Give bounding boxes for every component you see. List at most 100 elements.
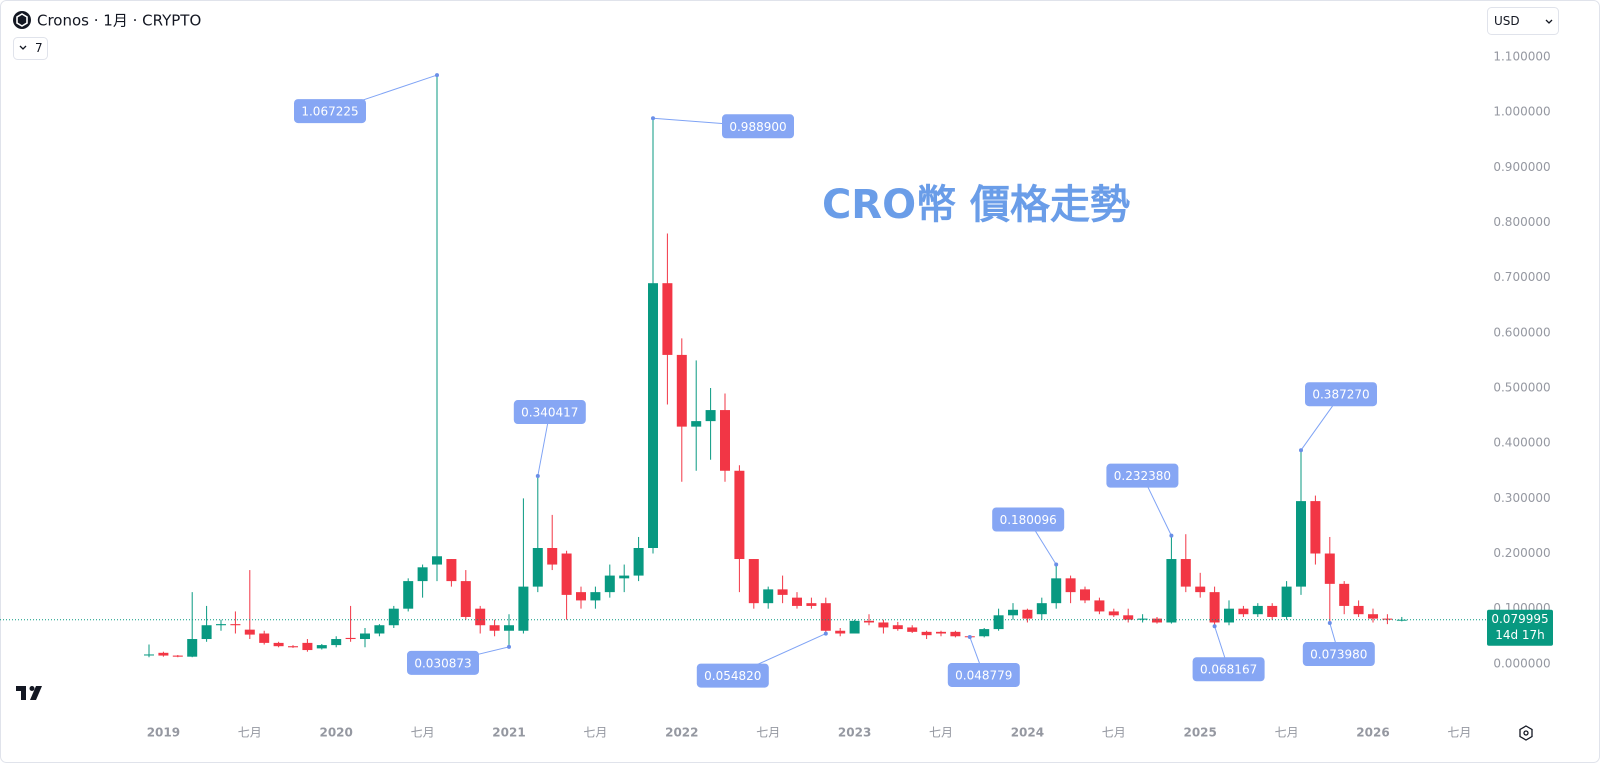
candle-body [244,629,255,635]
y-tick-label: 0.800000 [1493,215,1550,229]
x-tick-label: 七月 [1447,726,1471,740]
candle-body [489,625,500,631]
candle-body [1238,608,1249,615]
candle-body [201,625,212,640]
candle-body [1022,609,1033,619]
candle-body [1180,559,1191,587]
candle-body [806,603,817,606]
candle-body [705,410,716,422]
candle-body [1209,592,1220,623]
countdown-label: 14d 17h [1495,628,1545,642]
indicator-count: 7 [35,41,43,55]
x-tick-label: 七月 [238,726,262,740]
candle-body [316,645,327,649]
candle-body [763,589,774,604]
annotation-box [294,99,366,124]
candle-body [504,625,514,631]
chart-heading: CRO幣 價格走勢 [822,182,1130,228]
indicator-toggle[interactable] [13,37,48,60]
candle-body [547,547,558,565]
candle-body [734,470,745,560]
x-tick-label: 2025 [1183,726,1216,740]
candle-body [1137,618,1148,620]
candle-body [979,629,990,637]
candle-body [993,615,1004,630]
annotation-box [1192,657,1265,682]
candle-body [360,633,370,640]
annotation-box [1106,463,1179,488]
candle-body [590,592,601,601]
x-tick-label: 七月 [411,726,435,740]
candle-body [288,646,298,648]
candle-body [1166,559,1177,623]
annotation-box [1305,382,1377,407]
candle-body [1252,605,1263,615]
candle-body [1296,501,1306,587]
annotation-label: 1.067225 [301,105,358,119]
annotation-box [696,663,769,688]
annotation-label: 0.054820 [704,669,761,683]
annotation-box [992,507,1065,532]
y-tick-label: 0.600000 [1493,325,1550,339]
candle-body [1123,615,1134,620]
candle-body [1324,553,1335,584]
candle-body [921,631,932,636]
candle-body [1353,605,1364,615]
annotation-label: 0.073980 [1310,648,1367,662]
last-price-label: 0.079995 [1491,612,1548,626]
annotation-label: 0.988900 [729,120,786,134]
candle-body [144,654,154,656]
candle-body [1310,501,1321,554]
annotation-label: 0.068167 [1200,663,1257,677]
logo-part [30,686,42,700]
y-tick-label: 0.400000 [1493,436,1550,450]
candle-body [403,581,414,609]
x-tick-label: 2023 [838,726,871,740]
y-tick-label: 0.200000 [1493,546,1550,560]
candle-body [432,556,442,565]
candle-body [633,547,644,576]
currency-select[interactable] [1487,7,1559,35]
candle-body [1051,578,1062,604]
candle-body [648,283,658,548]
candle-body [662,283,673,355]
candle-body [388,608,399,626]
annotation-point [651,116,655,121]
candle-body [777,589,788,595]
candle-body [1195,586,1206,593]
tv-logo [16,686,42,700]
annotation-box [407,650,479,675]
candle-body [691,421,702,427]
candle-body [518,586,529,631]
annotation-box [722,114,794,139]
annotation-point [1169,533,1174,538]
logo-glyph [16,13,28,27]
annotation-point [823,631,828,636]
candle-body [720,410,730,471]
candle-body [576,592,586,601]
currency-label: USD [1494,14,1520,28]
candle-body [820,603,831,631]
candle-body [1080,589,1090,601]
candle-body [849,620,860,634]
annotation-label: 0.180096 [1000,513,1057,527]
candle-body [259,633,270,643]
candles [144,75,1407,658]
candle-body [187,639,198,657]
candle-body [374,625,385,634]
annotation-point [967,634,972,639]
symbol-title[interactable]: Cronos · 1月 · CRYPTO [37,12,201,30]
y-tick-label: 0.300000 [1493,491,1550,505]
annotation-label: 0.232380 [1114,469,1171,483]
candle-body [792,597,802,606]
candle-body [216,624,226,626]
annotation-box [1302,642,1375,667]
candle-body [1036,603,1047,615]
candle-body [604,575,615,593]
candle-body [1368,614,1378,619]
candle-body [1281,586,1292,617]
x-tick-label: 2020 [319,726,352,740]
logo-part [29,686,35,691]
chevron [19,45,27,50]
settings-icon[interactable] [1519,725,1533,741]
